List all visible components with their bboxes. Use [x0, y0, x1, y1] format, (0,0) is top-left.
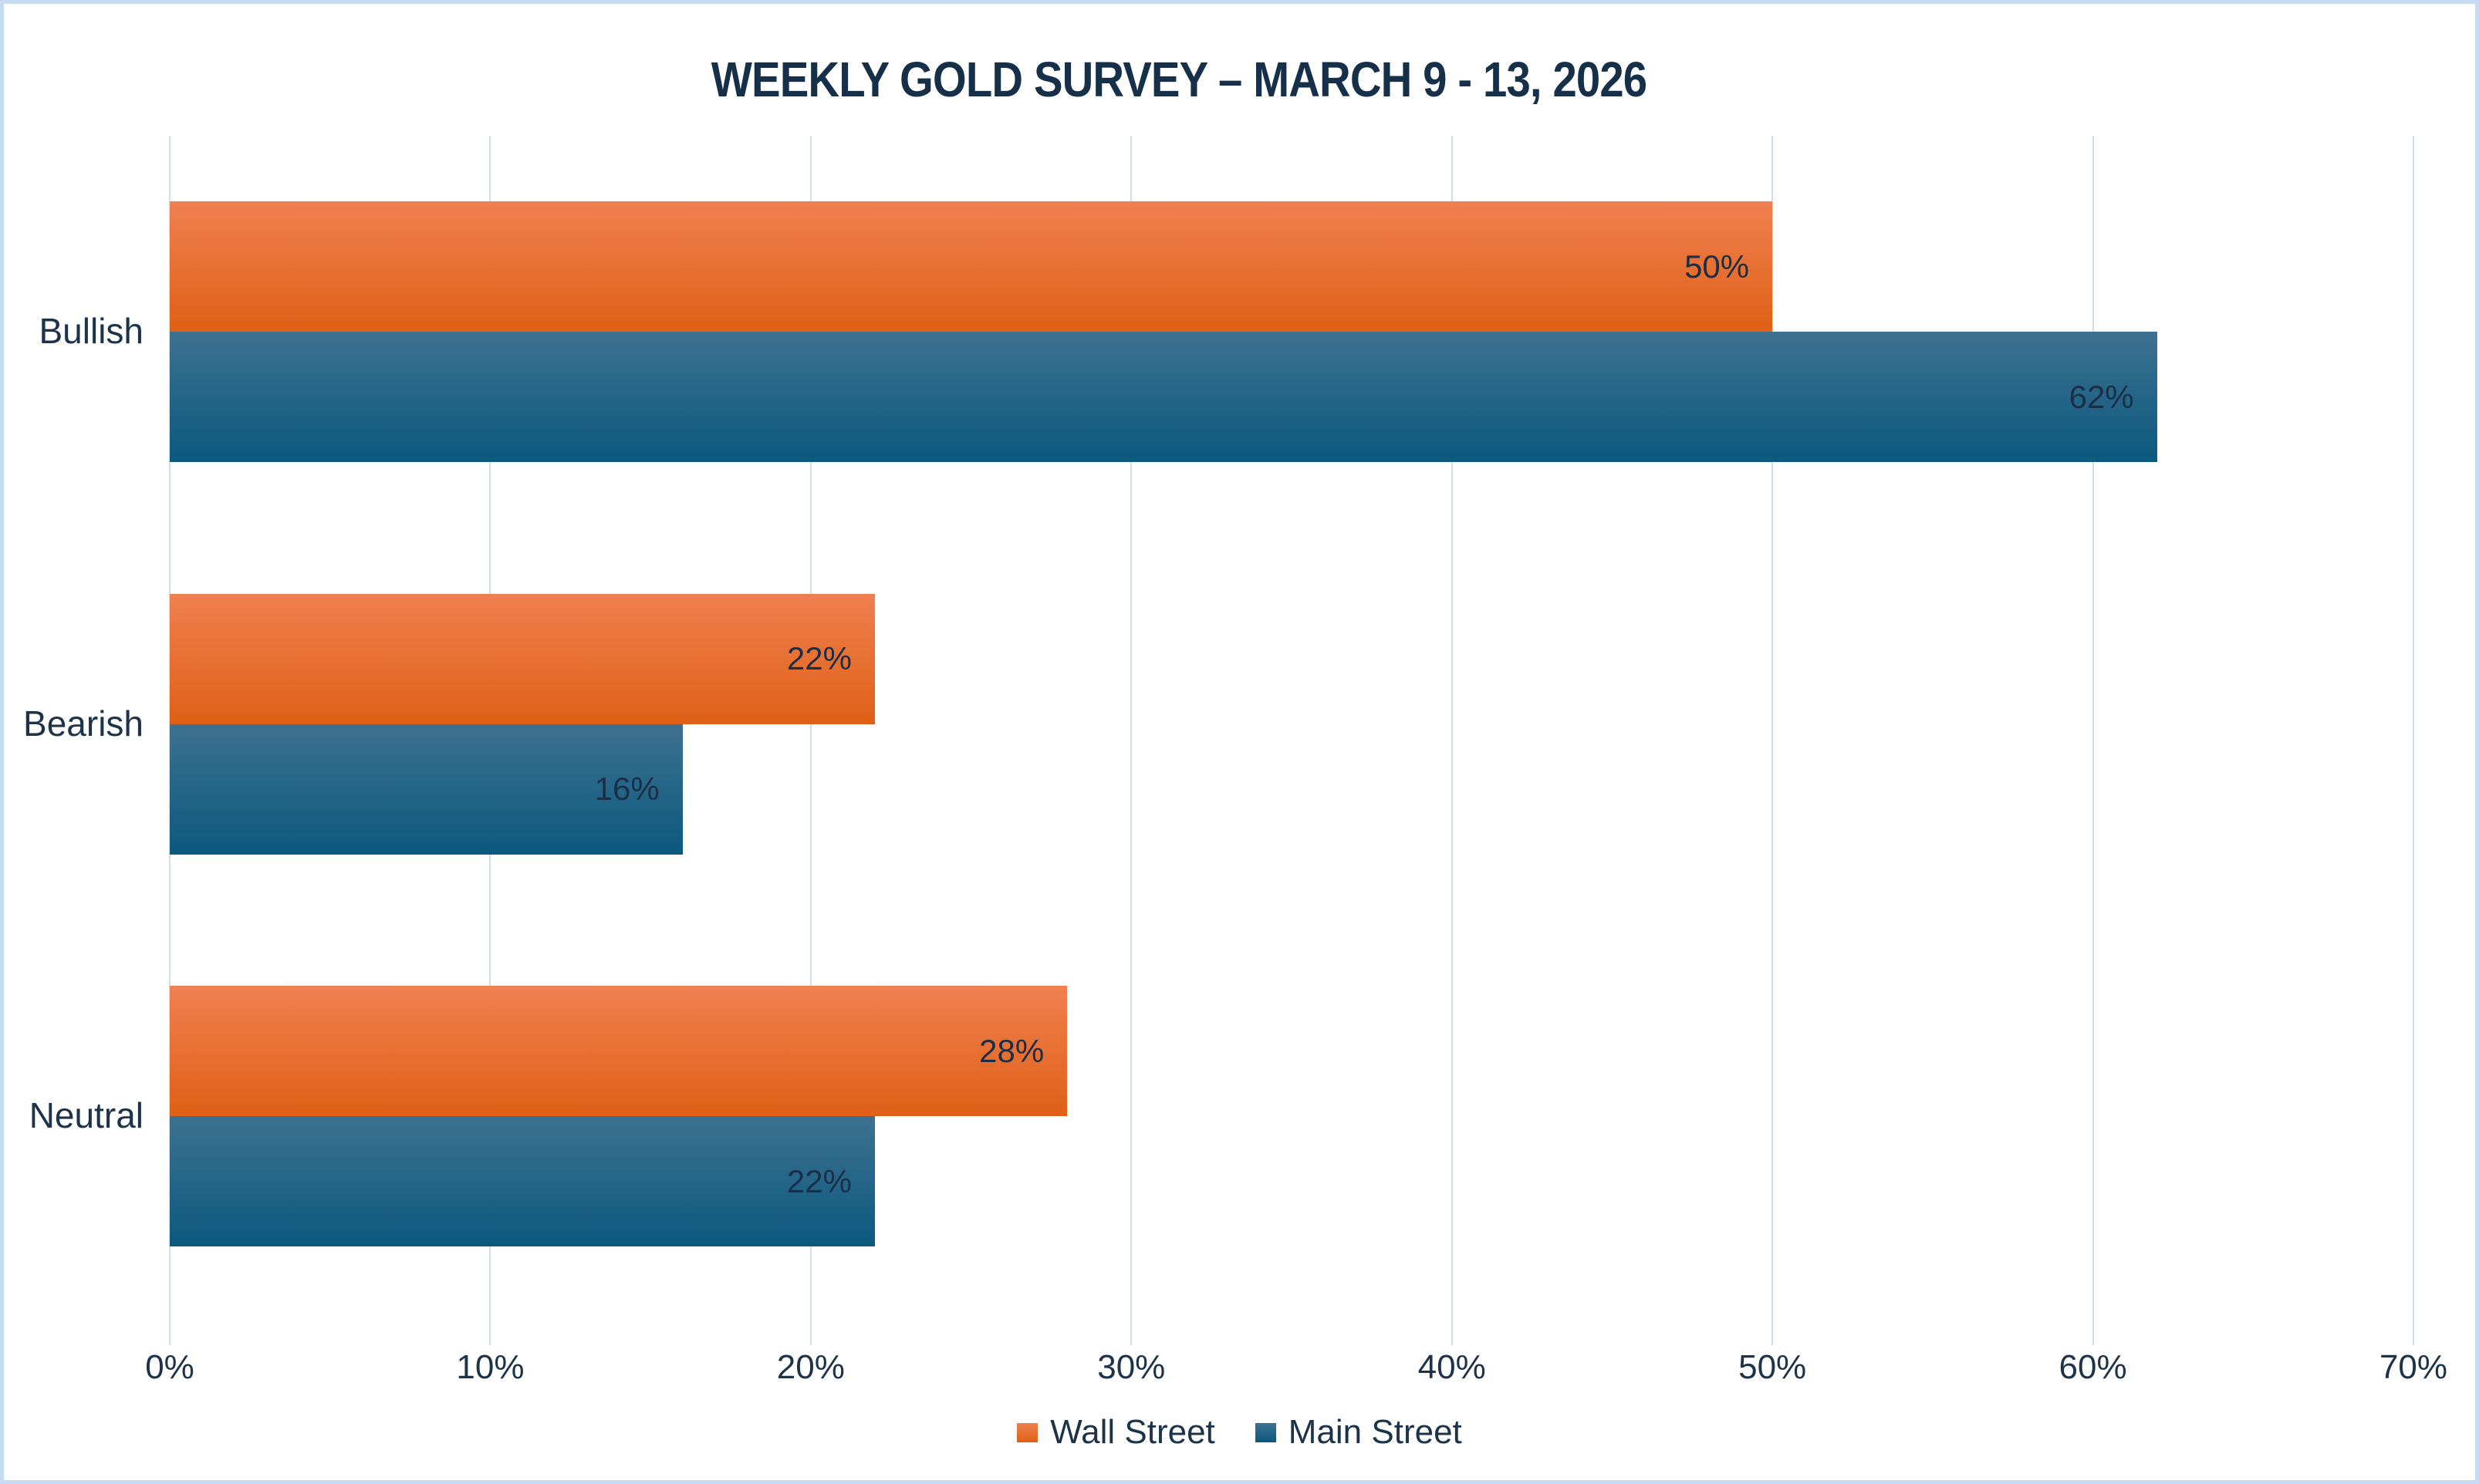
legend-item-wall-street[interactable]: Wall Street — [1017, 1413, 1215, 1452]
category-label-neutral: Neutral — [29, 1095, 144, 1136]
x-tick-label: 0% — [145, 1348, 194, 1386]
bar-bullish-main-street[interactable]: 62% — [170, 332, 2157, 462]
category-label-bullish: Bullish — [39, 311, 144, 351]
x-tick-label: 50% — [1738, 1348, 1807, 1386]
category-label-bearish: Bearish — [23, 703, 144, 744]
plot-area: 50% 62% 22% 16% 28% 22% — [169, 136, 2414, 1345]
x-tick-label: 30% — [1097, 1348, 1166, 1386]
value-label: 62% — [2069, 378, 2134, 415]
x-tick-label: 40% — [1417, 1348, 1486, 1386]
legend-label: Main Street — [1288, 1413, 1462, 1451]
value-label: 28% — [979, 1032, 1045, 1069]
gridline — [1771, 136, 1774, 1345]
bar-bearish-wall-street[interactable]: 22% — [170, 593, 875, 724]
legend-swatch-icon — [1017, 1422, 1039, 1442]
bar-neutral-main-street[interactable]: 22% — [170, 1116, 875, 1247]
x-tick-label: 10% — [456, 1348, 525, 1386]
bar-neutral-wall-street[interactable]: 28% — [170, 986, 1068, 1117]
legend-item-main-street[interactable]: Main Street — [1255, 1413, 1462, 1452]
x-tick-label: 60% — [2059, 1348, 2127, 1386]
bar-bullish-wall-street[interactable]: 50% — [170, 201, 1773, 332]
legend-swatch-icon — [1255, 1422, 1276, 1442]
value-label: 50% — [1684, 248, 1750, 285]
gridline — [2413, 136, 2414, 1345]
bar-bearish-main-street[interactable]: 16% — [170, 723, 683, 855]
gridline — [1451, 136, 1453, 1345]
gridline — [809, 136, 812, 1345]
legend-label: Wall Street — [1050, 1413, 1215, 1451]
value-label: 22% — [786, 1162, 852, 1199]
value-label: 16% — [594, 771, 660, 808]
gridline — [1130, 136, 1133, 1345]
gridline — [2092, 136, 2094, 1345]
x-tick-label: 70% — [2379, 1348, 2448, 1386]
legend: Wall Street Main Street — [0, 1413, 2479, 1452]
chart-title: WEEKLY GOLD SURVEY – MARCH 9 - 13, 2026 — [711, 52, 1647, 107]
x-tick-label: 20% — [776, 1348, 845, 1386]
value-label: 22% — [786, 640, 852, 677]
